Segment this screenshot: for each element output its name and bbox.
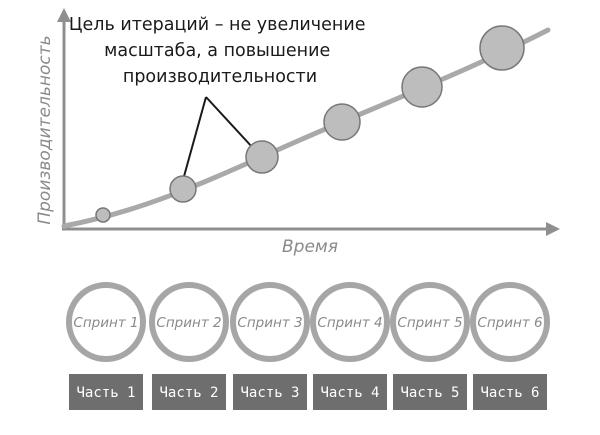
part-box: [233, 374, 307, 410]
sprint-label: Спринт 6: [477, 315, 542, 331]
annotation-line-1: Цель итераций – не увеличение: [69, 15, 366, 35]
sprint-ring: [149, 282, 229, 362]
part-2: Часть 2: [152, 374, 226, 410]
part-label: Часть 2: [159, 385, 218, 401]
part-box: [69, 374, 143, 410]
y-axis-arrow: [57, 8, 71, 22]
y-axis-title: Производительность: [35, 35, 55, 224]
sprint-label: Спринт 3: [237, 315, 302, 331]
sprint-ring: [470, 282, 550, 362]
part-label: Часть 6: [480, 385, 539, 401]
part-box: [313, 374, 387, 410]
part-label: Часть 4: [320, 385, 379, 401]
x-axis-title: Время: [282, 237, 338, 257]
sprint-1: Спринт 1: [66, 282, 146, 362]
part-box: [393, 374, 467, 410]
part-1: Часть 1: [69, 374, 143, 410]
part-label: Часть 1: [76, 385, 135, 401]
annotation-line-3: производительности: [123, 67, 317, 87]
part-label: Часть 3: [240, 385, 299, 401]
sprint-label: Спринт 4: [317, 315, 382, 331]
sprint-ring: [230, 282, 310, 362]
sprint-label: Спринт 2: [156, 315, 221, 331]
sprint-ring: [310, 282, 390, 362]
axes: [57, 8, 560, 236]
iteration-circles: [95, 25, 525, 223]
part-3: Часть 3: [233, 374, 307, 410]
iteration-circle-2: [169, 175, 197, 203]
sprint-2: Спринт 2: [149, 282, 229, 362]
part-row: Часть 1 Часть 2 Часть 3 Часть 4 Часть 5 Часть…: [69, 374, 547, 410]
sprint-ring: [66, 282, 146, 362]
part-4: Часть 4: [313, 374, 387, 410]
iteration-circle-5: [401, 66, 443, 108]
part-5: Часть 5: [393, 374, 467, 410]
annotation-text: Цель итераций – не увеличение масштаба, …: [69, 15, 371, 87]
iteration-circle-1: [95, 207, 111, 223]
iteration-circle-3: [245, 140, 279, 174]
growth-curve: [61, 27, 551, 229]
part-box: [152, 374, 226, 410]
sprint-5: Спринт 5: [390, 282, 470, 362]
sprint-ring: [390, 282, 470, 362]
sprint-3: Спринт 3: [230, 282, 310, 362]
annotation-line-2: масштаба, а повышение: [104, 41, 330, 61]
x-axis-arrow: [546, 222, 560, 236]
sprint-label: Спринт 5: [397, 315, 462, 331]
sprint-label: Спринт 1: [73, 315, 138, 331]
part-box: [473, 374, 547, 410]
sprint-4: Спринт 4: [310, 282, 390, 362]
pointer-line-2: [205, 96, 254, 149]
sprint-row: Спринт 1 Спринт 2 Спринт 3 Спринт 4 Спринт 5…: [66, 282, 550, 362]
iteration-circle-4: [323, 103, 361, 141]
sprint-6: Спринт 6: [470, 282, 550, 362]
iteration-circle-6: [479, 25, 525, 71]
part-label: Часть 5: [400, 385, 459, 401]
part-6: Часть 6: [473, 374, 547, 410]
pointer-line-1: [182, 96, 207, 181]
annotation-pointer: [182, 96, 254, 181]
